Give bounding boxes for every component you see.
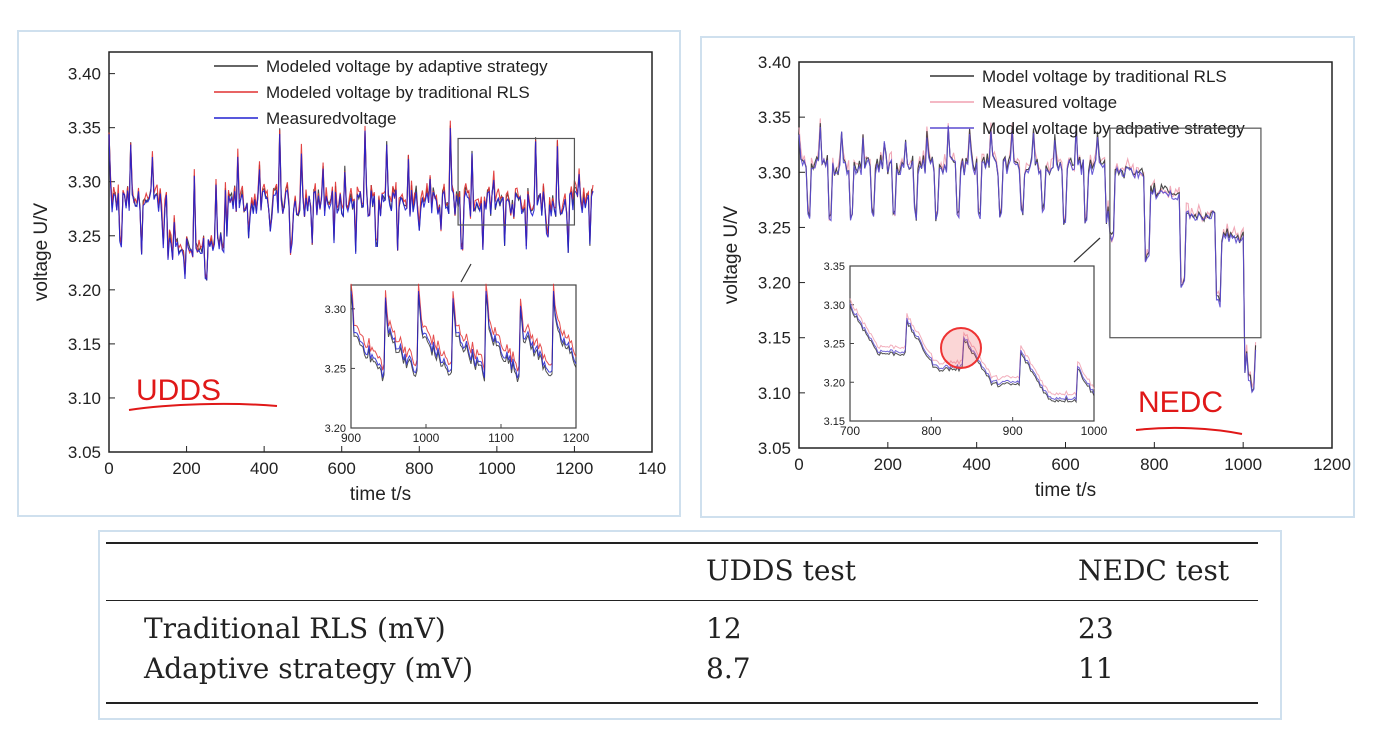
highlight-circle	[940, 327, 982, 369]
inset-y-tick-label: 3.25	[824, 339, 845, 351]
series-line-2	[108, 120, 594, 279]
inset-x-tick-label: 1000	[413, 431, 440, 445]
annotation-underline	[1135, 426, 1243, 435]
y-axis-label: voltage U/V	[31, 203, 52, 302]
inset-x-tick-label: 1100	[488, 431, 514, 445]
x-tick-label: 200	[874, 455, 902, 474]
inset-y-tick-label: 3.20	[824, 377, 845, 389]
table-cell-traditional-udds: 12	[706, 612, 742, 645]
legend-label: Measuredvoltage	[266, 109, 396, 128]
y-tick-label: 3.30	[758, 163, 791, 182]
x-tick-label: 1200	[1313, 455, 1351, 474]
inset-x-tick-label: 900	[341, 431, 361, 445]
inset-x-tick-label: 1200	[563, 431, 590, 445]
x-tick-label: 600	[1051, 455, 1079, 474]
table-header-rule	[106, 600, 1258, 601]
x-tick-label: 1200	[556, 459, 594, 478]
y-tick-label: 3.25	[68, 227, 101, 246]
table-top-rule	[106, 542, 1258, 544]
annotation-label: UDDS	[136, 374, 221, 407]
y-tick-label: 3.35	[758, 108, 791, 127]
annotation-underline	[128, 402, 278, 411]
udds-voltage-chart: 3.05 3.10 3.15 3.20 3.25 3.30 3.35 3.40 0 200 400 6…	[31, 51, 666, 505]
y-tick-label: 3.05	[68, 443, 101, 462]
series-line-1	[108, 125, 594, 281]
y-axis-label: voltage U/V	[721, 206, 742, 305]
inset-x-tick-label: 700	[840, 424, 860, 438]
x-tick-label: 140	[638, 459, 666, 478]
inset-series-line-1	[350, 294, 577, 383]
inset-series-line-3	[849, 303, 1095, 402]
x-tick-label: 800	[1140, 455, 1168, 474]
table-cell-traditional-nedc: 23	[1078, 612, 1114, 645]
x-tick-label: 400	[962, 455, 990, 474]
inset-y-tick-label: 3.30	[824, 300, 845, 312]
plot-frame	[108, 51, 653, 453]
x-tick-label: 1000	[478, 459, 516, 478]
y-tick-label: 3.40	[68, 65, 101, 84]
nedc-chart-panel: 3.05 3.10 3.15 3.20 3.25 3.30 3.35 3.40 0 200 400 6…	[700, 36, 1355, 518]
table-row-label-adaptive: Adaptive strategy (mV)	[144, 652, 474, 685]
inset-x-tick-label: 900	[1003, 424, 1023, 438]
inset-series-line-2	[849, 298, 1095, 397]
inset-series-line-1	[849, 305, 1095, 404]
inset-y-tick-label: 3.15	[824, 416, 845, 428]
series-line-3	[108, 127, 594, 281]
inset-frame	[849, 265, 1095, 422]
inset-y-tick-label: 3.35	[824, 261, 845, 273]
x-axis-label: time t/s	[1035, 480, 1096, 501]
y-tick-label: 3.20	[68, 281, 101, 300]
y-tick-label: 3.10	[758, 384, 791, 403]
y-tick-label: 3.05	[758, 439, 791, 458]
y-tick-label: 3.15	[758, 329, 791, 348]
zoom-box	[457, 137, 576, 226]
error-comparison-table: UDDS test NEDC test Traditional RLS (mV)…	[98, 530, 1282, 720]
inset-y-tick-label: 3.30	[325, 304, 346, 316]
table-bottom-rule	[106, 702, 1258, 704]
y-tick-label: 3.20	[758, 274, 791, 293]
zoom-box	[1109, 127, 1262, 339]
legend-label: Modeled voltage by traditional RLS	[266, 83, 530, 102]
x-tick-label: 600	[328, 459, 356, 478]
y-tick-label: 3.10	[68, 389, 101, 408]
table-header-nedc: NEDC test	[1078, 554, 1230, 587]
x-tick-label: 0	[104, 459, 113, 478]
table-cell-adaptive-udds: 8.7	[706, 652, 751, 685]
x-tick-label: 200	[172, 459, 200, 478]
inset-series-line-3	[350, 290, 577, 379]
y-tick-label: 3.25	[758, 218, 791, 237]
inset-x-tick-label: 1000	[1081, 424, 1108, 438]
zoom-arrow	[1073, 237, 1101, 263]
y-tick-label: 3.40	[758, 53, 791, 72]
inset-y-tick-label: 3.25	[325, 363, 346, 375]
x-tick-label: 800	[405, 459, 433, 478]
annotation-label: NEDC	[1138, 386, 1223, 419]
zoom-arrow	[460, 263, 472, 283]
table-header-udds: UDDS test	[706, 554, 857, 587]
inset-y-tick-label: 3.20	[325, 423, 346, 435]
inset-series-line-2	[350, 283, 577, 372]
legend-label: Model voltage by traditional RLS	[982, 67, 1227, 86]
x-axis-label: time t/s	[350, 484, 411, 505]
y-tick-label: 3.35	[68, 119, 101, 138]
y-tick-label: 3.15	[68, 335, 101, 354]
y-tick-label: 3.30	[68, 173, 101, 192]
legend-label: Modeled voltage by adaptive strategy	[266, 57, 548, 76]
legend-label: Measured voltage	[982, 93, 1117, 112]
inset-x-tick-label: 800	[921, 424, 941, 438]
x-tick-label: 1000	[1224, 455, 1262, 474]
x-tick-label: 400	[250, 459, 278, 478]
table-row-label-traditional: Traditional RLS (mV)	[144, 612, 446, 645]
x-tick-label: 0	[794, 455, 803, 474]
series-line-3	[798, 125, 1257, 394]
table-cell-adaptive-nedc: 11	[1078, 652, 1114, 685]
udds-chart-panel: 3.05 3.10 3.15 3.20 3.25 3.30 3.35 3.40 0 200 400 6…	[17, 30, 681, 517]
nedc-voltage-chart: 3.05 3.10 3.15 3.20 3.25 3.30 3.35 3.40 0 200 400 6…	[721, 53, 1351, 501]
